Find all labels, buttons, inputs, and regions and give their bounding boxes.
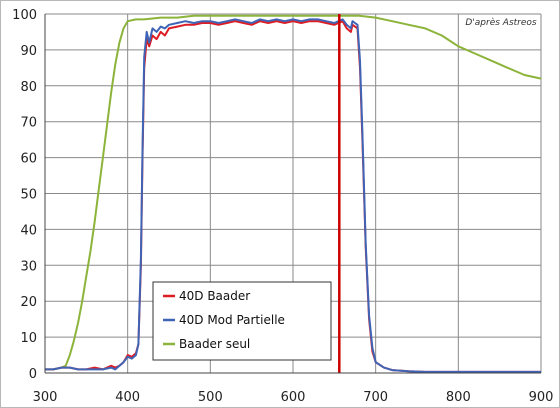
tick-labels: 0 10 20 30 40 50 60 70 80 90 100 300 400 500 600 700 800…	[12, 8, 553, 405]
y-tick-label: 90	[20, 44, 37, 59]
legend-label: 40D Baader	[179, 289, 250, 303]
y-tick-label: 60	[20, 152, 37, 167]
x-tick-label: 500	[198, 390, 223, 405]
legend-label: Baader seul	[179, 337, 250, 351]
x-tick-label: 900	[529, 390, 554, 405]
y-tick-label: 10	[20, 331, 37, 346]
series-line-baader-seul	[45, 14, 542, 371]
x-tick-label: 700	[363, 390, 388, 405]
legend: 40D Baader 40D Mod Partielle Baader seul	[152, 281, 332, 361]
x-tick-label: 400	[115, 390, 140, 405]
series-layer	[45, 14, 542, 373]
source-annotation: D'après Astreos	[465, 17, 537, 28]
x-tick-label: 300	[33, 390, 58, 405]
y-tick-label: 40	[20, 223, 37, 238]
y-tick-label: 80	[20, 80, 37, 95]
y-tick-label: 0	[29, 367, 37, 382]
y-tick-label: 100	[12, 8, 37, 23]
series-line-40d-mod-partielle	[45, 18, 541, 373]
x-tick-label: 800	[446, 390, 471, 405]
y-tick-label: 20	[20, 295, 37, 310]
y-tick-label: 30	[20, 259, 37, 274]
axes	[44, 14, 541, 374]
x-tick-label: 600	[281, 390, 306, 405]
legend-box	[152, 281, 332, 361]
legend-label: 40D Mod Partielle	[179, 313, 285, 327]
y-tick-label: 70	[20, 116, 37, 131]
y-tick-label: 50	[20, 188, 37, 203]
